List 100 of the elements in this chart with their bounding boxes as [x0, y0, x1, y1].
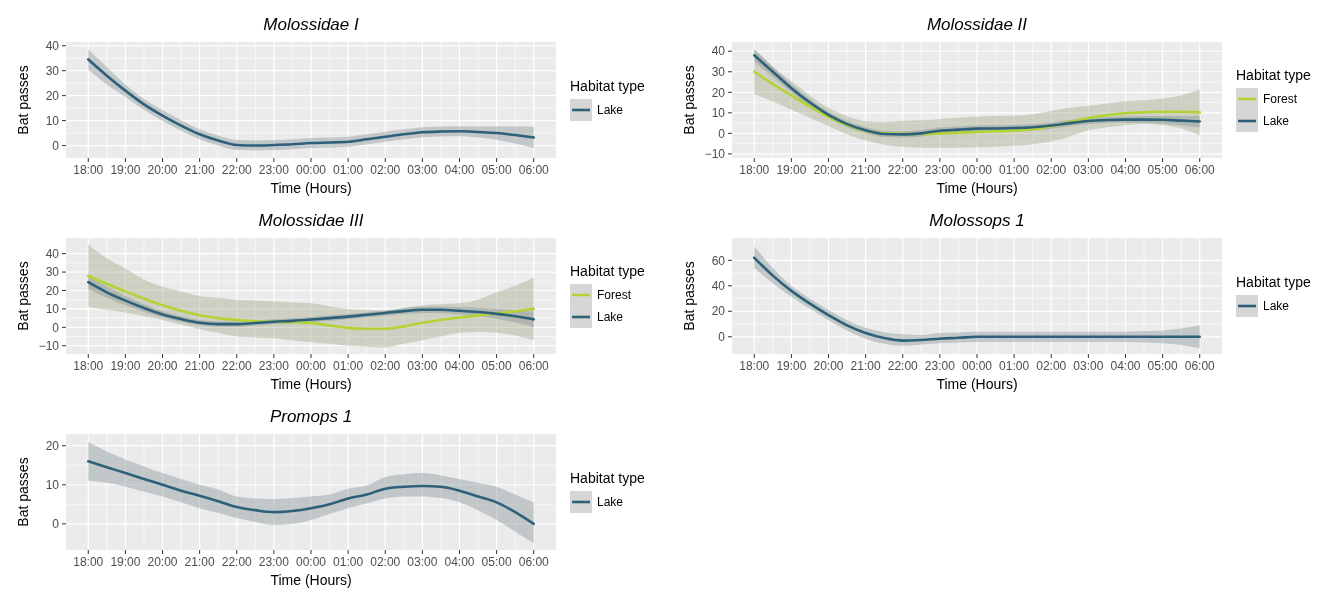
x-tick-label: 02:00: [370, 359, 401, 373]
legend-label: Forest: [597, 288, 632, 302]
x-tick-label: 06:00: [518, 163, 550, 177]
x-tick-label: 05:00: [481, 163, 512, 177]
x-tick-label: 00:00: [295, 555, 327, 569]
x-tick-label: 21:00: [184, 163, 215, 177]
y-axis-title: Bat passes: [681, 261, 697, 331]
x-tick-label: 22:00: [221, 359, 253, 373]
y-tick-label: 20: [711, 85, 726, 100]
chart-title: Molossidae I: [263, 15, 359, 34]
x-tick-label: 05:00: [481, 359, 512, 373]
x-tick-label: 01:00: [999, 163, 1030, 177]
x-tick-label: 19:00: [110, 555, 141, 569]
x-tick-label: 01:00: [333, 359, 364, 373]
x-tick-label: 18:00: [73, 163, 104, 177]
y-tick-label: 0: [52, 517, 60, 532]
line-series: [752, 256, 1202, 342]
y-tick-label: 10: [45, 113, 60, 128]
x-tick-label: 03:00: [407, 163, 438, 177]
x-tick-label: 23:00: [258, 359, 290, 373]
y-tick-label: −10: [38, 338, 60, 353]
chart-title: Molossidae II: [926, 15, 1028, 34]
y-tick-label: 30: [711, 64, 726, 79]
line-series: [86, 460, 536, 526]
legend-label: Forest: [1263, 92, 1298, 106]
x-tick-label: 18:00: [73, 359, 104, 373]
x-tick-label: 03:00: [407, 555, 438, 569]
x-tick-label: 04:00: [1110, 163, 1141, 177]
x-tick-label: 20:00: [147, 555, 178, 569]
x-tick-label: 03:00: [1073, 163, 1104, 177]
y-tick-label: 40: [45, 246, 60, 261]
x-axis-title: Time (Hours): [270, 376, 352, 392]
x-tick-label: 23:00: [258, 163, 290, 177]
y-axis-title: Bat passes: [15, 457, 31, 527]
y-tick-label: 0: [718, 126, 726, 141]
legend-title: Habitat type: [570, 78, 645, 94]
x-tick-label: 04:00: [444, 555, 475, 569]
x-tick-label: 00:00: [295, 163, 327, 177]
x-tick-label: 04:00: [444, 359, 475, 373]
x-tick-label: 19:00: [110, 359, 141, 373]
x-tick-label: 23:00: [924, 163, 956, 177]
y-tick-label: 30: [45, 63, 60, 78]
chart-title: Promops 1: [269, 407, 353, 426]
x-tick-label: 22:00: [887, 359, 919, 373]
legend-label: Lake: [597, 495, 624, 509]
x-tick-label: 19:00: [776, 359, 807, 373]
x-tick-label: 21:00: [184, 555, 215, 569]
x-axis-title: Time (Hours): [936, 180, 1018, 196]
y-tick-label: 0: [718, 329, 726, 344]
x-tick-label: 22:00: [221, 163, 253, 177]
x-tick-label: 00:00: [961, 359, 993, 373]
x-tick-label: 22:00: [221, 555, 253, 569]
y-tick-label: 20: [45, 438, 60, 453]
y-tick-label: 40: [711, 279, 726, 293]
x-tick-label: 05:00: [1147, 359, 1178, 373]
y-tick-label: 10: [45, 302, 60, 317]
x-tick-label: 04:00: [444, 163, 475, 177]
x-tick-label: 00:00: [295, 359, 327, 373]
y-tick-label: 20: [45, 283, 60, 298]
legend-label: Lake: [1263, 114, 1290, 128]
x-tick-label: 02:00: [370, 555, 401, 569]
x-axis-title: Time (Hours): [936, 376, 1018, 392]
legend-title: Habitat type: [1236, 67, 1311, 83]
x-tick-label: 01:00: [999, 359, 1030, 373]
y-tick-label: 40: [711, 44, 726, 59]
legend-label: Lake: [597, 103, 624, 117]
y-axis-title: Bat passes: [15, 261, 31, 331]
x-tick-label: 19:00: [110, 163, 141, 177]
y-tick-label: 0: [52, 320, 60, 335]
x-tick-label: 20:00: [147, 163, 178, 177]
x-tick-label: 21:00: [850, 359, 881, 373]
y-tick-label: −10: [704, 147, 726, 162]
x-tick-label: 06:00: [518, 359, 550, 373]
x-tick-label: 23:00: [258, 555, 290, 569]
x-tick-label: 21:00: [850, 163, 881, 177]
x-tick-label: 02:00: [1036, 163, 1067, 177]
y-tick-label: 20: [711, 304, 726, 319]
chart-title: Molossops 1: [929, 211, 1025, 230]
y-tick-label: 60: [711, 253, 726, 268]
x-tick-label: 19:00: [776, 163, 807, 177]
x-tick-label: 20:00: [813, 359, 844, 373]
x-tick-label: 03:00: [407, 359, 438, 373]
legend-title: Habitat type: [570, 470, 645, 486]
x-tick-label: 01:00: [333, 555, 364, 569]
y-axis-title: Bat passes: [15, 65, 31, 135]
y-tick-label: 0: [52, 138, 60, 153]
legend-label: Lake: [597, 310, 624, 324]
y-tick-label: 10: [45, 477, 60, 492]
x-tick-label: 20:00: [147, 359, 178, 373]
y-tick-label: 40: [45, 38, 60, 53]
x-tick-label: 02:00: [1036, 359, 1067, 373]
legend-label: Lake: [1263, 299, 1290, 313]
x-tick-label: 05:00: [1147, 163, 1178, 177]
x-tick-label: 20:00: [813, 163, 844, 177]
x-tick-label: 02:00: [370, 163, 401, 177]
x-tick-label: 23:00: [924, 359, 956, 373]
x-tick-label: 06:00: [518, 555, 550, 569]
y-axis-title: Bat passes: [681, 65, 697, 135]
y-tick-label: 10: [711, 106, 726, 121]
x-axis-title: Time (Hours): [270, 572, 352, 588]
